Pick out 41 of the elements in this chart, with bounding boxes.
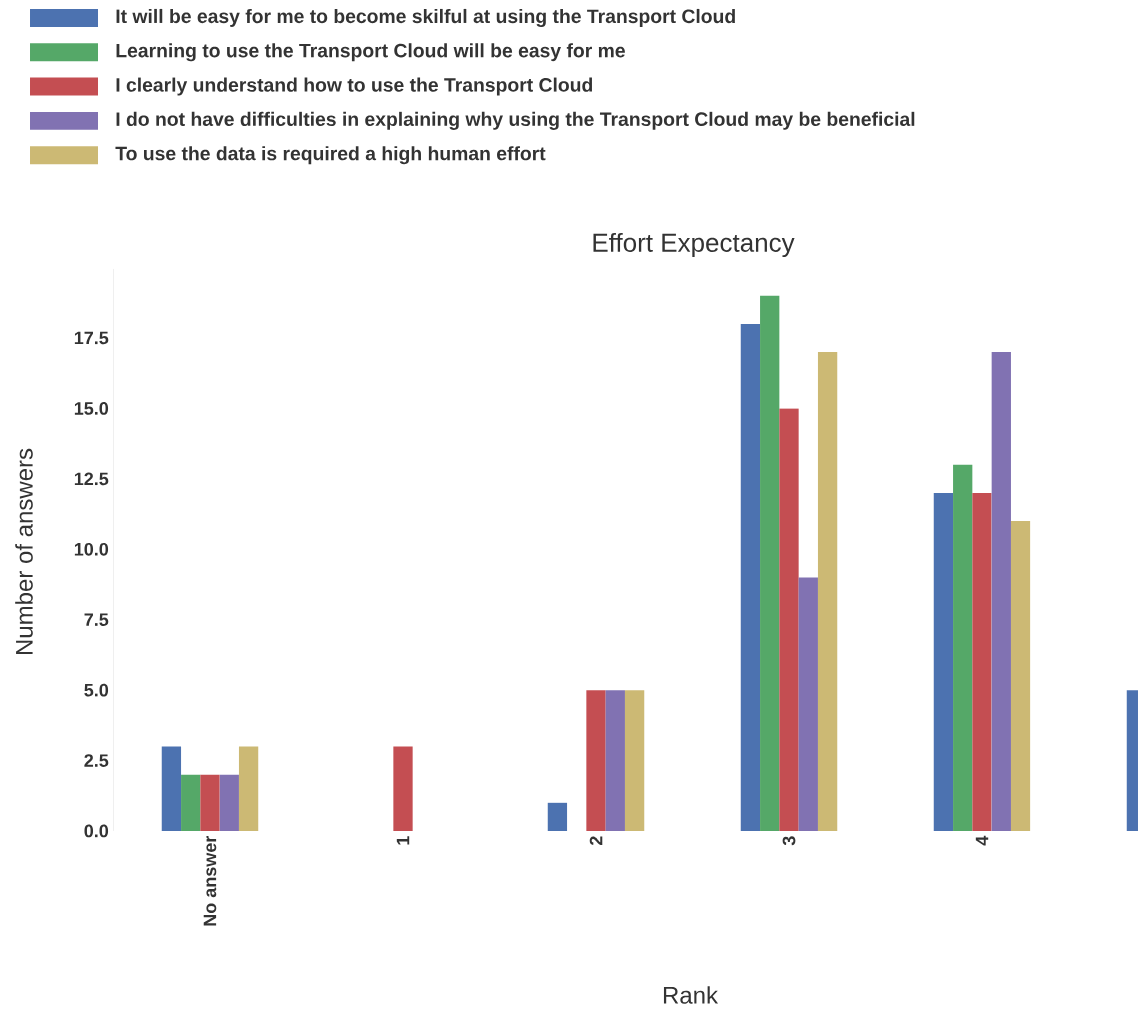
bar: [779, 408, 799, 831]
y-tick-label: 12.5: [74, 472, 109, 486]
x-tick-label: No answer: [203, 835, 217, 926]
legend-label: I do not have difficulties in explaining why using the Transport Cloud may be beneficial: [116, 111, 915, 130]
y-tick-label: 2.5: [84, 754, 109, 767]
legend-label: To use the data is required a high human effort: [115, 146, 546, 165]
bar: [181, 774, 201, 831]
bar: [219, 774, 239, 831]
bar: [161, 746, 182, 831]
legend-label: It will be easy for me to become skilful at using the Transport Cloud: [116, 8, 735, 28]
bar: [393, 746, 413, 831]
bar: [817, 352, 838, 831]
bar: [238, 746, 259, 831]
bar: [547, 802, 568, 831]
bar: [953, 464, 973, 831]
y-axis-title: Number of answers: [15, 448, 33, 655]
chart-title: Effort Expectancy: [593, 232, 795, 258]
bar: [200, 774, 220, 831]
y-tick-label: 15.0: [74, 402, 109, 415]
x-tick-label: 2: [589, 836, 603, 846]
y-tick-label: 10.0: [74, 542, 109, 556]
legend-label: I clearly understand how to use the Transport Cloud: [116, 77, 593, 96]
y-tick-label: 17.5: [74, 331, 109, 345]
bar: [605, 690, 625, 831]
bar: [740, 323, 761, 831]
x-axis-title: Rank: [663, 986, 719, 1004]
bar: [760, 295, 780, 831]
bar: [972, 492, 992, 831]
x-tick-label: 3: [782, 836, 796, 846]
bar: [933, 492, 954, 831]
bar: [798, 577, 818, 831]
y-tick-label: 0.0: [84, 824, 109, 838]
bar: [991, 352, 1011, 831]
x-tick-label: 1: [396, 836, 410, 845]
x-tick-label: 4: [975, 835, 989, 846]
bar: [1010, 521, 1031, 831]
y-tick-label: 5.0: [84, 683, 109, 697]
y-tick-label: 7.5: [84, 613, 109, 626]
legend-label: Learning to use the Transport Cloud will be easy for me: [116, 43, 625, 62]
bar: [624, 690, 645, 831]
bar: [586, 690, 606, 831]
